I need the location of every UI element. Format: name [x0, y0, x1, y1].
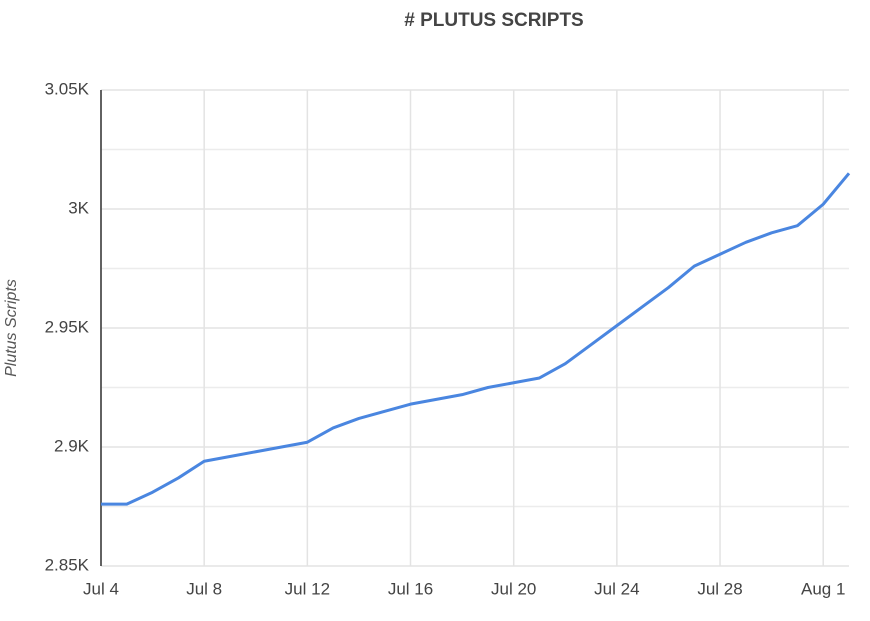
x-tick-label: Jul 16 — [388, 579, 433, 598]
y-tick-label: 3.05K — [45, 79, 90, 98]
y-tick-label: 3K — [68, 198, 89, 217]
x-tick-label: Jul 20 — [491, 579, 536, 598]
x-tick-label: Jul 4 — [83, 579, 119, 598]
chart-title: # PLUTUS SCRIPTS — [404, 10, 583, 31]
y-tick-label: 2.85K — [45, 555, 90, 574]
y-axis-title: Plutus Scripts — [3, 279, 20, 377]
x-tick-label: Jul 28 — [697, 579, 742, 598]
x-tick-label: Aug 1 — [801, 579, 845, 598]
x-tick-label: Jul 8 — [186, 579, 222, 598]
y-tick-label: 2.95K — [45, 317, 90, 336]
line — [101, 172, 851, 506]
x-tick-label: Jul 12 — [285, 579, 330, 598]
x-tick-label: Jul 24 — [594, 579, 639, 598]
y-tick-label: 2.9K — [54, 436, 90, 455]
